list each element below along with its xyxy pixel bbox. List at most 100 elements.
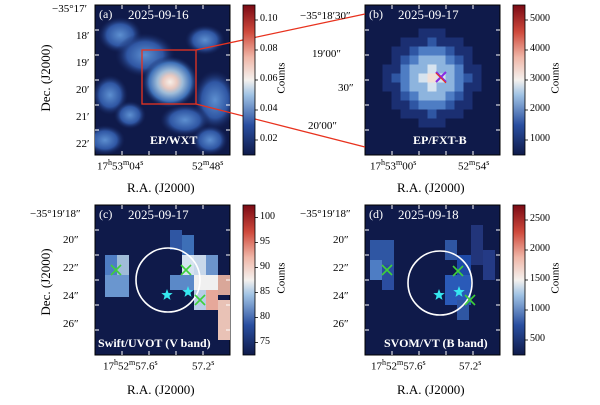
panel-b-pixel: [409, 91, 419, 101]
panel-b-pixel: [445, 37, 455, 47]
panel-b-pixel: [400, 64, 410, 74]
panel-b-pixel: [400, 55, 410, 65]
panel-c-star-1: [161, 289, 173, 300]
panel-d-error-circle: [407, 250, 473, 316]
ra-axis-label-c: R.A. (J2000): [127, 382, 195, 397]
panel-d-ytick-label: 20″: [333, 234, 349, 246]
colorbar-c-label: Counts: [275, 262, 288, 294]
panel-b-pixel: [463, 55, 473, 65]
panel-b-pixel: [418, 46, 428, 56]
colorbar-d-tick-label: 1500: [530, 273, 550, 284]
panel-b-pixel: [391, 91, 401, 101]
panel-b-pixel: [445, 55, 455, 65]
panel-d-xtick-label: 17h52m57.6s: [371, 358, 426, 373]
panel-b-cross-1: [435, 71, 447, 83]
panel-b-pixel: [391, 73, 401, 83]
panel-a-source: [142, 56, 198, 108]
panel-a-blob: [160, 104, 210, 136]
panel-b-pixel: [454, 37, 464, 47]
panel-b-pixel: [472, 73, 482, 83]
panel-c-pixel: [170, 230, 182, 250]
panel-d-star-1: [433, 289, 445, 300]
panel-a-blob: [192, 125, 228, 155]
panel-c-ytick-label: 20″: [63, 234, 79, 246]
panel-b-pixel: [436, 82, 446, 92]
panel-b-pixel: [391, 64, 401, 74]
colorbar-c-tick-label: 90: [260, 260, 270, 272]
panel-b-pixel: [454, 46, 464, 56]
panel-d-pixel: [471, 225, 483, 265]
colorbar-b-tick-label: 5000: [530, 13, 550, 24]
colorbar-b: [512, 4, 526, 156]
zoom-line-top: [195, 13, 366, 51]
panel-b-ytick-label: −35°18′30″: [300, 10, 351, 22]
colorbar-c-tick-label: 100: [260, 210, 275, 222]
colorbar-a-tick-label: 0.04: [260, 103, 278, 114]
panel-c-pixel: [206, 255, 218, 275]
panel-b-pixel: [409, 37, 419, 47]
panel-b-pixel: [427, 118, 437, 128]
panel-b-pixel: [427, 82, 437, 92]
panel-b-pixel: [382, 82, 392, 92]
panel-b-pixel: [454, 55, 464, 65]
panel-a-blob: [95, 125, 125, 155]
panel-b-xtick-label: 17h53m00s: [370, 158, 417, 173]
panel-b-pixel: [463, 64, 473, 74]
ra-axis-label-d: R.A. (J2000): [397, 382, 465, 397]
panel-b-pixel: [445, 82, 455, 92]
panel-c-xtick-label: 17h52m57.6s: [103, 358, 158, 373]
colorbar-a-tick-label: 0.02: [260, 133, 278, 144]
panel-b-pixel: [445, 91, 455, 101]
panel-b-pixel: [445, 73, 455, 83]
panel-b-pixel: [391, 82, 401, 92]
panel-b-pixel: [436, 64, 446, 74]
panel-a-date: 2025-09-16: [128, 7, 189, 22]
panel-b-pixel: [427, 37, 437, 47]
panel-b-pixel: [409, 55, 419, 65]
panel-b-date: 2025-09-17: [398, 7, 459, 22]
panel-b-pixel: [400, 46, 410, 56]
panel-b-pixel: [418, 64, 428, 74]
colorbar-a-tick-label: 0.10: [260, 13, 278, 24]
panel-b-pixel: [418, 28, 428, 38]
colorbar-d-tick-label: 2000: [530, 243, 550, 254]
panel-b-pixel: [400, 91, 410, 101]
panel-b-pixel: [400, 109, 410, 119]
panel-c-ytick-label: 22″: [63, 262, 79, 274]
panel-b-pixel: [427, 64, 437, 74]
panel-a-ytick-label: 20′: [76, 84, 90, 96]
zoom-line-bottom: [195, 103, 366, 148]
panel-c-pixel: [182, 235, 194, 255]
panel-c-pixel: [105, 275, 129, 297]
panel-c-ytick-label: −35°19′18″: [30, 208, 81, 220]
panel-c-pixel: [170, 275, 194, 290]
panel-a-xtick-label: 52m48s: [192, 158, 224, 173]
panel-b-pixel: [454, 91, 464, 101]
panel-b-pixel: [445, 46, 455, 56]
panel-d-cross-1: [381, 264, 393, 276]
panel-b-instrument: EP/FXT-B: [413, 133, 467, 147]
panel-c-star-2: [182, 286, 194, 297]
panel-c-date: 2025-09-17: [128, 207, 189, 222]
panel-a-ytick-label: −35°17′: [52, 3, 88, 15]
panel-b-ytick-label: 30″: [338, 82, 354, 94]
panel-b-pixel: [409, 109, 419, 119]
panel-b-pixel: [436, 91, 446, 101]
panel-b-pixel: [427, 28, 437, 38]
panel-b-pixel: [472, 82, 482, 92]
panel-b-pixel: [409, 82, 419, 92]
panel-b-pixel: [427, 100, 437, 110]
colorbar-c-tick-label: 80: [260, 310, 270, 322]
panel-a-blob: [114, 101, 146, 129]
panel-d-cross-2: [452, 265, 464, 277]
panel-b-xtick-label: 52m54s: [458, 158, 490, 173]
panel-c-ytick-label: 24″: [63, 290, 79, 302]
panel-b-pixel: [418, 109, 428, 119]
panel-b-pixel: [418, 91, 428, 101]
panel-a-emission: [95, 17, 230, 155]
panel-c-cross-2: [180, 264, 192, 276]
panel-b-pixel: [400, 37, 410, 47]
panel-c-ytick-label: 26″: [63, 318, 79, 330]
panel-b-pixel: [436, 109, 446, 119]
